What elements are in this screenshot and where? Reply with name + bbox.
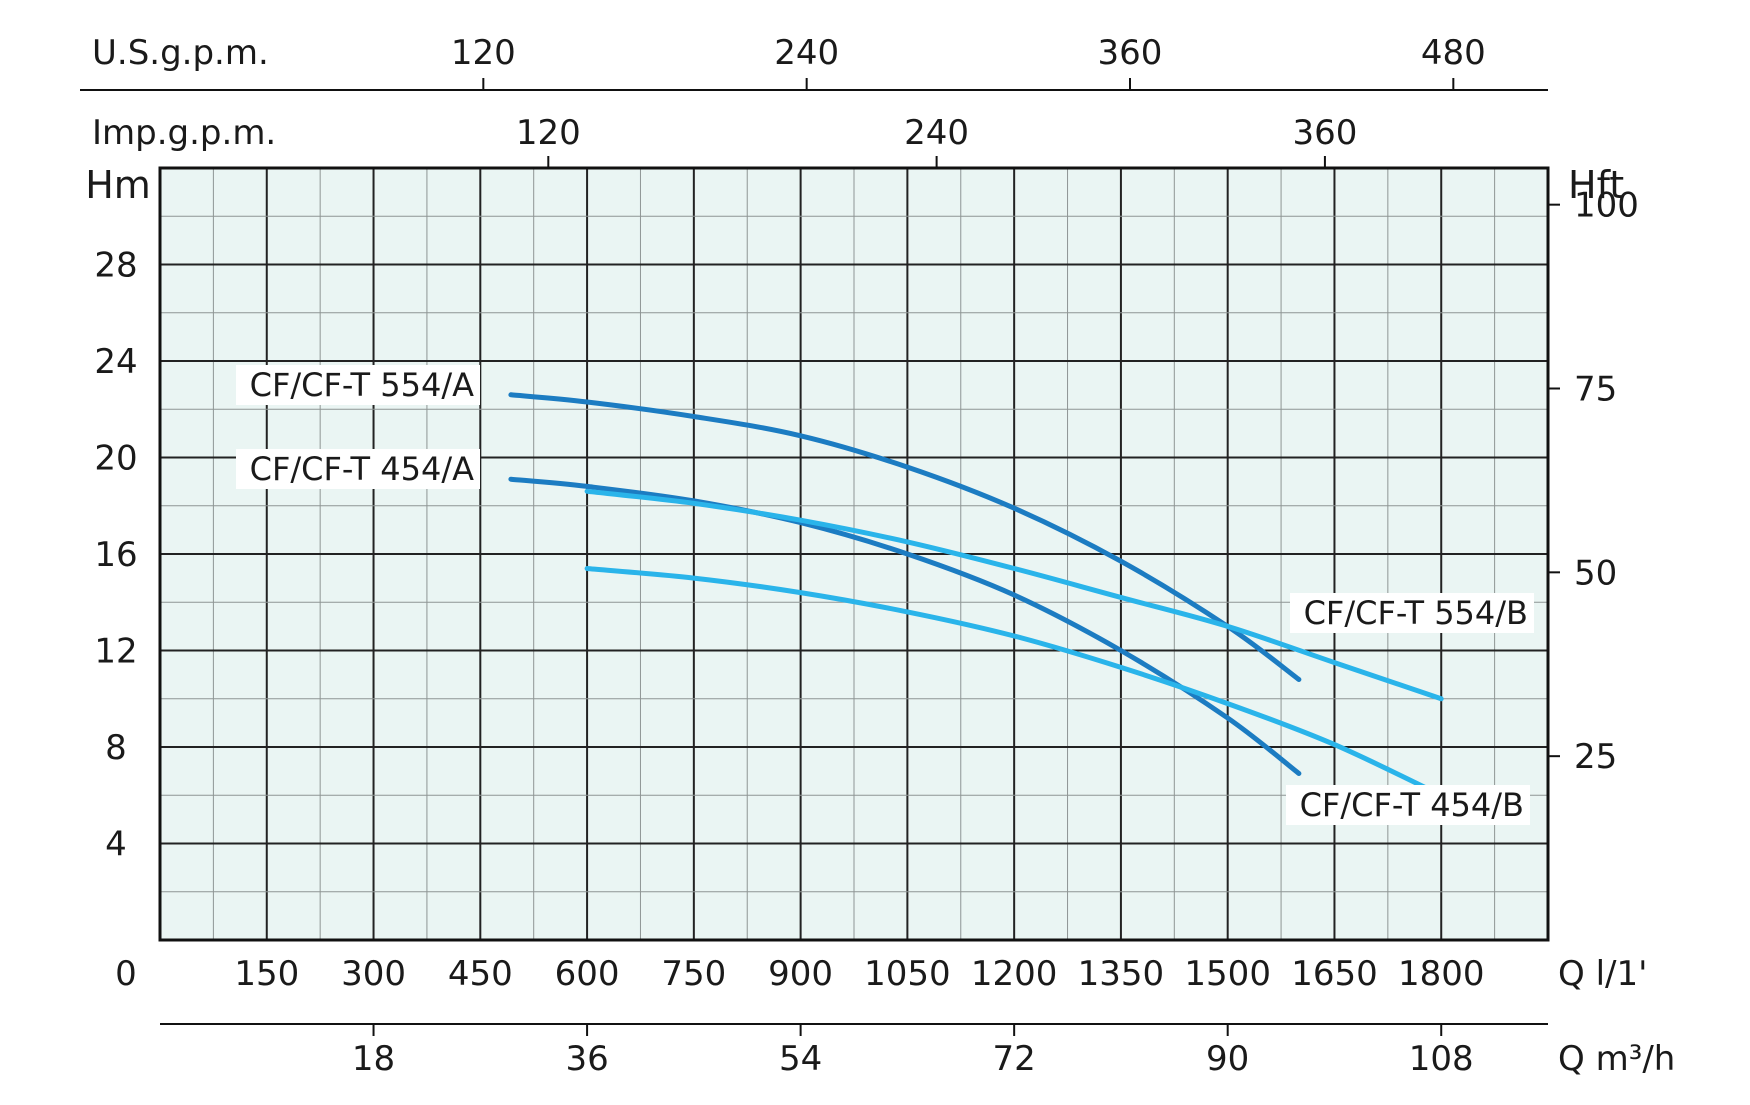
bottom-tick-label: 1650 [1291, 954, 1378, 994]
secondary-tick-label: 108 [1409, 1039, 1474, 1079]
series-line-3 [584, 566, 1444, 798]
bottom-unit-label: Q l/1' [1558, 954, 1647, 994]
bottom-tick-label: 1800 [1398, 954, 1485, 994]
bottom-tick-label: 300 [341, 954, 406, 994]
bottom-tick-label: 750 [661, 954, 726, 994]
top-imp-tick-label: 240 [904, 113, 969, 153]
left-axis-label: Hm [85, 163, 151, 207]
right-tick-label: 50 [1574, 553, 1617, 593]
secondary-tick-label: 90 [1206, 1039, 1249, 1079]
left-tick-label: 8 [105, 728, 127, 768]
top-us-tick-label: 360 [1098, 33, 1163, 73]
bottom-tick-label: 450 [448, 954, 513, 994]
bottom-tick-label: 1050 [864, 954, 951, 994]
left-tick-label: 12 [94, 632, 137, 672]
top-imp-tick-label: 120 [516, 113, 581, 153]
secondary-tick-label: 36 [565, 1039, 608, 1079]
bottom-origin-label: 0 [115, 954, 137, 994]
secondary-tick-label: 72 [993, 1039, 1036, 1079]
series-label-1: CF/CF-T 454/A [250, 450, 474, 488]
top-us-tick-label: 480 [1421, 33, 1486, 73]
left-tick-label: 4 [105, 825, 127, 865]
series-label-backing [236, 449, 480, 489]
plot-frame [158, 166, 1550, 942]
series-line-0 [508, 392, 1302, 682]
right-tick-label: 25 [1574, 737, 1617, 777]
series-label-3: CF/CF-T 454/B [1300, 786, 1524, 824]
series-line-1 [508, 476, 1302, 776]
bottom-tick-label: 1350 [1078, 954, 1165, 994]
top-imp-axis-label: Imp.g.p.m. [92, 113, 276, 153]
bottom-tick-label: 600 [555, 954, 620, 994]
series-line-2 [584, 488, 1444, 702]
series-label-backing [1286, 785, 1530, 825]
secondary-tick-label: 18 [352, 1039, 395, 1079]
bottom-tick-label: 1500 [1184, 954, 1271, 994]
top-us-axis-label: U.S.g.p.m. [92, 33, 269, 73]
series-label-2: CF/CF-T 554/B [1304, 594, 1528, 632]
left-tick-label: 24 [94, 342, 137, 382]
top-us-tick-label: 240 [774, 33, 839, 73]
top-us-tick-label: 120 [451, 33, 516, 73]
series-label-backing [1290, 593, 1534, 633]
left-tick-label: 16 [94, 535, 137, 575]
left-tick-label: 20 [94, 439, 137, 479]
secondary-tick-label: 54 [779, 1039, 822, 1079]
right-axis-label: Hft [1568, 163, 1624, 207]
bottom-tick-label: 1200 [971, 954, 1058, 994]
bottom-tick-label: 150 [234, 954, 299, 994]
bottom-tick-label: 900 [768, 954, 833, 994]
series-label-0: CF/CF-T 554/A [250, 366, 474, 404]
top-imp-tick-label: 360 [1292, 113, 1357, 153]
left-tick-label: 28 [94, 246, 137, 286]
secondary-unit-label: Q m³/h [1558, 1039, 1675, 1079]
right-tick-label: 100 [1574, 186, 1639, 226]
right-tick-label: 75 [1574, 370, 1617, 410]
series-label-backing [236, 365, 480, 405]
